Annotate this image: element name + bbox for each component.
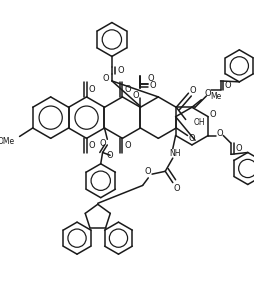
Text: O: O — [89, 141, 95, 150]
Text: O: O — [204, 89, 211, 98]
Text: O: O — [89, 85, 95, 94]
Text: O: O — [99, 139, 105, 147]
Text: O: O — [147, 74, 153, 83]
Text: O: O — [106, 151, 113, 160]
Text: O: O — [124, 141, 131, 150]
Text: O: O — [172, 184, 179, 193]
Text: O: O — [117, 66, 123, 75]
Text: O: O — [189, 86, 196, 95]
Text: O: O — [144, 167, 150, 176]
Text: NH: NH — [168, 149, 180, 158]
Text: OMe: OMe — [0, 137, 15, 146]
Text: Me: Me — [210, 92, 221, 101]
Text: OH: OH — [193, 118, 204, 127]
Text: O: O — [124, 85, 131, 94]
Text: O: O — [188, 134, 195, 143]
Text: O: O — [234, 144, 241, 153]
Text: O: O — [132, 90, 138, 100]
Text: O: O — [224, 81, 230, 90]
Text: O: O — [215, 129, 222, 138]
Text: O: O — [209, 110, 215, 119]
Text: O: O — [149, 81, 155, 90]
Text: O: O — [103, 74, 109, 83]
